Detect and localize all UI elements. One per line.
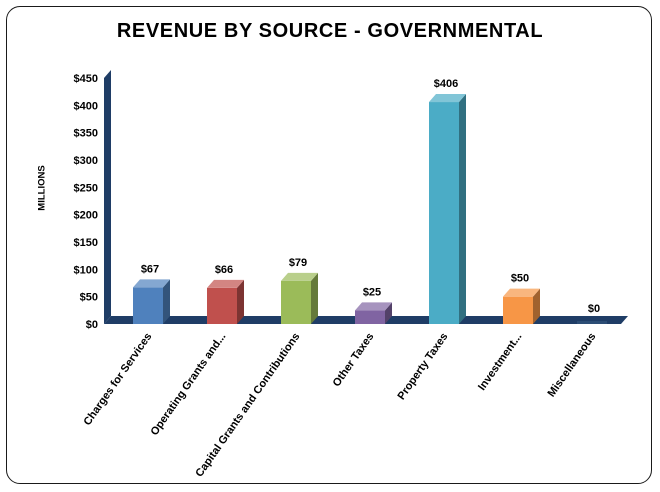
bar (503, 296, 533, 324)
y-axis-wall (104, 70, 111, 324)
y-tick-label: $100 (74, 264, 98, 276)
bar-side (163, 279, 170, 324)
bar-top (133, 279, 170, 288)
data-label: $406 (434, 78, 458, 90)
x-tick-label: Other Taxes (331, 331, 377, 389)
chart-frame (6, 6, 652, 484)
bar (281, 280, 311, 324)
data-label: $25 (363, 286, 381, 298)
bar (429, 102, 459, 324)
data-label: $66 (215, 264, 233, 276)
bar (577, 321, 607, 324)
y-tick-label: $400 (74, 100, 98, 112)
data-label: $67 (141, 263, 159, 275)
y-tick-label: $300 (74, 155, 98, 167)
data-label: $0 (588, 303, 600, 315)
bar-side (459, 94, 466, 324)
bar (133, 287, 163, 324)
bar-top (429, 94, 466, 103)
bar (355, 310, 385, 324)
data-label: $79 (289, 257, 307, 269)
y-tick-label: $0 (86, 319, 98, 331)
data-label: $50 (511, 273, 529, 285)
bar-top (355, 302, 392, 311)
x-tick-label: Investment... (476, 331, 524, 393)
y-tick-label: $350 (74, 128, 98, 140)
chart-title: REVENUE BY SOURCE - GOVERNMENTAL (116, 20, 544, 42)
x-tick-label: Operating Grants and... (149, 331, 229, 438)
y-tick-label: $150 (74, 237, 98, 249)
bar-side (237, 279, 244, 324)
bar-side (385, 302, 392, 324)
x-tick-label: Miscellaneous (545, 331, 598, 399)
bar-side (533, 288, 540, 324)
bar (207, 287, 237, 324)
y-tick-label: $450 (74, 73, 98, 85)
bar-top (503, 288, 540, 297)
x-tick-label: Property Taxes (396, 331, 451, 402)
y-tick-label: $50 (80, 292, 98, 304)
y-tick-label: $250 (74, 182, 98, 194)
x-tick-label: Charges for Services (81, 331, 154, 428)
bar-top (207, 279, 244, 288)
bar-side (311, 272, 318, 324)
y-tick-label: $200 (74, 210, 98, 222)
bar-top (281, 272, 318, 281)
